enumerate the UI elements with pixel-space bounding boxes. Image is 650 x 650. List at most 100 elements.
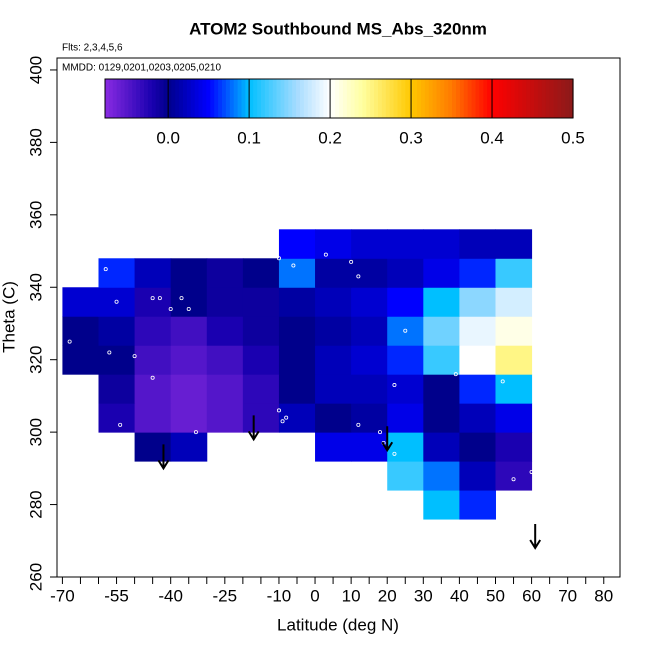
colorbar-swatch bbox=[171, 79, 176, 118]
colorbar-swatch bbox=[198, 79, 204, 118]
colorbar-swatch bbox=[362, 79, 367, 118]
sample-point bbox=[323, 252, 328, 257]
heat-cell bbox=[242, 287, 280, 317]
colorbar-swatch bbox=[323, 79, 328, 118]
heat-cell bbox=[387, 229, 424, 259]
colorbar-swatch bbox=[245, 79, 250, 118]
subtitle: Flts: 2,3,4,5,6 bbox=[62, 43, 123, 54]
sample-point bbox=[107, 350, 112, 355]
heat-cell bbox=[459, 432, 496, 462]
heat-cell bbox=[423, 345, 460, 375]
colorbar-swatch bbox=[557, 79, 562, 118]
colorbar-swatch bbox=[155, 79, 161, 118]
colorbar-swatch bbox=[370, 79, 375, 118]
heat-cell bbox=[387, 316, 424, 346]
colorbar-swatch bbox=[417, 79, 422, 118]
colorbar-swatch bbox=[339, 79, 344, 118]
heat-cell bbox=[387, 461, 424, 491]
y-tick-label: 300 bbox=[26, 418, 45, 446]
x-tick-label: -55 bbox=[104, 586, 129, 605]
colorbar-swatch bbox=[444, 79, 449, 118]
heat-cell bbox=[242, 403, 280, 433]
sample-point bbox=[114, 299, 119, 304]
heat-cell bbox=[387, 374, 424, 404]
colorbar-swatch bbox=[136, 79, 141, 118]
heat-cell bbox=[206, 403, 244, 433]
colorbar-swatch bbox=[210, 79, 215, 118]
colorbar-swatch bbox=[553, 79, 558, 118]
colorbar-swatch bbox=[120, 79, 126, 118]
colorbar-swatch bbox=[487, 79, 492, 118]
colorbar-swatch bbox=[163, 79, 168, 118]
colorbar-tick-label: 0.1 bbox=[237, 128, 261, 147]
sample-point bbox=[179, 296, 184, 301]
colorbar-swatch bbox=[124, 79, 129, 118]
colorbar-swatch bbox=[140, 79, 145, 118]
sample-point bbox=[403, 328, 408, 333]
heat-cell bbox=[423, 461, 460, 491]
colorbar-swatch bbox=[346, 79, 352, 118]
heat-cell bbox=[459, 258, 496, 288]
sample-point bbox=[500, 379, 505, 384]
colorbar-swatch bbox=[105, 79, 110, 118]
colorbar-swatch bbox=[264, 79, 270, 118]
x-tick-label: 40 bbox=[450, 586, 469, 605]
heat-cell bbox=[62, 287, 100, 317]
heat-cell bbox=[459, 374, 496, 404]
colorbar-swatch bbox=[385, 79, 391, 118]
colorbar-swatch bbox=[366, 79, 371, 118]
heat-cell bbox=[459, 461, 496, 491]
heat-cell bbox=[423, 374, 460, 404]
sample-point bbox=[529, 469, 534, 474]
colorbar-swatch bbox=[506, 79, 512, 118]
heat-cell bbox=[242, 374, 280, 404]
x-axis-label: Latitude (deg N) bbox=[277, 615, 399, 634]
heat-cell bbox=[351, 316, 388, 346]
heat-cell bbox=[98, 374, 136, 404]
colorbar-swatch bbox=[303, 79, 309, 118]
heat-cell bbox=[387, 432, 424, 462]
heat-cell bbox=[315, 403, 352, 433]
colorbar-swatch bbox=[491, 79, 496, 118]
colorbar-swatch bbox=[522, 79, 527, 118]
x-tick-label: 60 bbox=[522, 586, 541, 605]
heat-cell bbox=[423, 403, 460, 433]
x-tick-label: -10 bbox=[267, 586, 292, 605]
colorbar-swatch bbox=[151, 79, 157, 118]
colorbar-swatch bbox=[296, 79, 301, 118]
x-tick-label: 50 bbox=[486, 586, 505, 605]
colorbar-swatch bbox=[537, 79, 543, 118]
x-tick-label: 10 bbox=[342, 586, 361, 605]
colorbar-swatch bbox=[475, 79, 480, 118]
colorbar-swatch bbox=[393, 79, 399, 118]
colorbar-swatch bbox=[378, 79, 383, 118]
y-tick-label: 340 bbox=[26, 273, 45, 301]
colorbar-swatch bbox=[432, 79, 438, 118]
colorbar-swatch bbox=[459, 79, 465, 118]
colorbar-swatch bbox=[319, 79, 324, 118]
colorbar-tick-label: 0.3 bbox=[399, 128, 423, 147]
plot-frame bbox=[56, 57, 621, 578]
colorbar-swatch bbox=[354, 79, 360, 118]
heat-cell bbox=[315, 374, 352, 404]
colorbar-swatch bbox=[530, 79, 535, 118]
sample-point bbox=[356, 422, 361, 427]
colorbar-swatch bbox=[479, 79, 484, 118]
colorbar-swatch bbox=[483, 79, 488, 118]
sample-point bbox=[356, 274, 361, 279]
y-axis-label: Theta (C) bbox=[0, 281, 18, 353]
x-tick-label: -25 bbox=[213, 586, 238, 605]
colorbar-swatch bbox=[112, 79, 118, 118]
colorbar-swatch bbox=[311, 79, 317, 118]
heat-cell bbox=[315, 316, 352, 346]
colorbar-swatch bbox=[413, 79, 418, 118]
heat-cell bbox=[170, 258, 208, 288]
heat-cell bbox=[495, 403, 533, 433]
colorbar-swatch bbox=[335, 79, 340, 118]
heat-cell bbox=[134, 374, 172, 404]
heat-cell bbox=[495, 258, 533, 288]
heat-cell bbox=[495, 461, 533, 491]
x-tick-label: 30 bbox=[414, 586, 433, 605]
colorbar-swatch bbox=[202, 79, 207, 118]
